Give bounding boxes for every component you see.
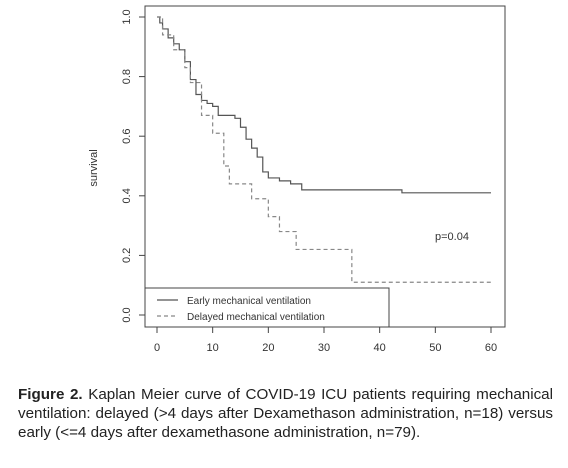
y-tick-label: 0.8 [121, 69, 133, 84]
caption-text: Kaplan Meier curve of COVID-19 ICU patie… [18, 386, 553, 441]
y-axis-label: survival [88, 149, 100, 186]
y-tick-label: 1.0 [121, 9, 133, 24]
caption-label: Figure 2. [18, 386, 83, 403]
y-axis: 0.0 0.2 0.4 0.6 0.8 1.0 [121, 9, 146, 323]
y-tick-label: 0.0 [121, 307, 133, 322]
x-tick-label: 0 [154, 342, 160, 354]
plot-frame [144, 5, 506, 328]
y-tick-label: 0.2 [121, 248, 133, 263]
x-tick-label: 10 [207, 342, 219, 354]
p-value-annotation: p=0.04 [435, 231, 469, 243]
legend-label: Early mechanical ventilation [187, 296, 311, 307]
survival-curve-delayed [157, 16, 491, 283]
x-tick-label: 40 [374, 342, 386, 354]
survival-curves [157, 16, 491, 283]
survival-curve-early [157, 16, 491, 194]
x-tick-label: 20 [262, 342, 274, 354]
figure-caption: Figure 2. Kaplan Meier curve of COVID-19… [18, 385, 553, 442]
x-tick-label: 50 [429, 342, 441, 354]
legend-box [144, 287, 390, 328]
kaplan-meier-chart: 0.0 0.2 0.4 0.6 0.8 1.0 0 10 20 30 40 50 60 surviva… [88, 5, 506, 354]
y-tick-label: 0.4 [121, 188, 133, 203]
x-tick-label: 60 [485, 342, 497, 354]
x-tick-label: 30 [318, 342, 330, 354]
legend-label: Delayed mechanical ventilation [187, 312, 325, 323]
legend: Early mechanical ventilation Delayed mech… [144, 287, 390, 328]
y-tick-label: 0.6 [121, 129, 133, 144]
x-axis: 0 10 20 30 40 50 60 [154, 326, 497, 354]
